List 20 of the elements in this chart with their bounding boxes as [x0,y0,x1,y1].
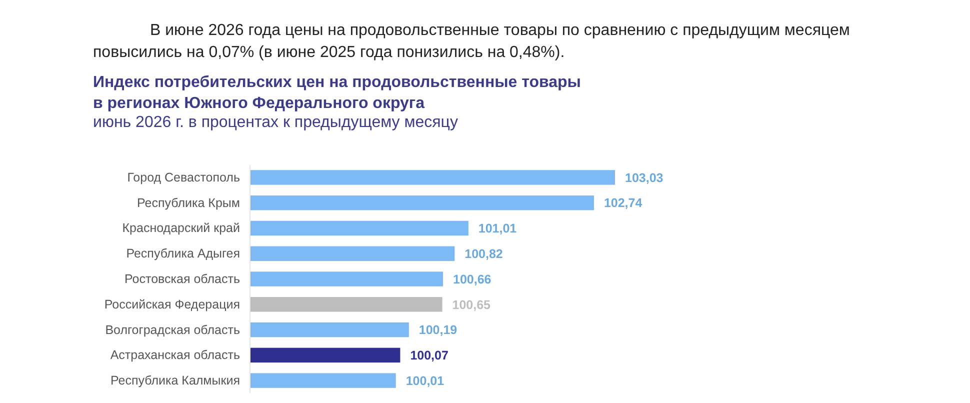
y-tick-label: Республика Калмыкия [110,374,240,388]
y-tick-label: Российская Федерация [104,297,240,312]
y-tick-label: Республика Крым [136,196,240,210]
data-label: 100,19 [418,323,458,338]
chart-subtitle: июнь 2026 г. в процентах к предыдущему месяцу [93,114,458,132]
y-tick-label: Ростовская область [124,272,240,286]
text: В июне 2026 года цены на продовольственные товары по сравнению с предыдущим месяцем повысились на 0,07% (в июне 2025 года понизились на 0,48%). [93,21,851,63]
y-tick-label: Волгоградская область [105,322,240,337]
y-tick-label: Город Севастополь [127,170,240,184]
data-label: 103,03 [625,170,664,185]
data-label: 100,01 [406,374,444,388]
data-label: 100,07 [410,348,448,363]
data-label: 100,82 [464,246,503,261]
y-tick-label: Республика Адыгея [126,246,240,261]
data-label: 101,01 [478,222,517,236]
data-label: 100,65 [452,298,491,312]
data-label: 102,74 [604,196,642,210]
y-tick-label: Астраханская область [110,348,240,362]
y-tick-label: Краснодарский край [122,221,240,236]
data-label: 100,66 [453,272,492,286]
